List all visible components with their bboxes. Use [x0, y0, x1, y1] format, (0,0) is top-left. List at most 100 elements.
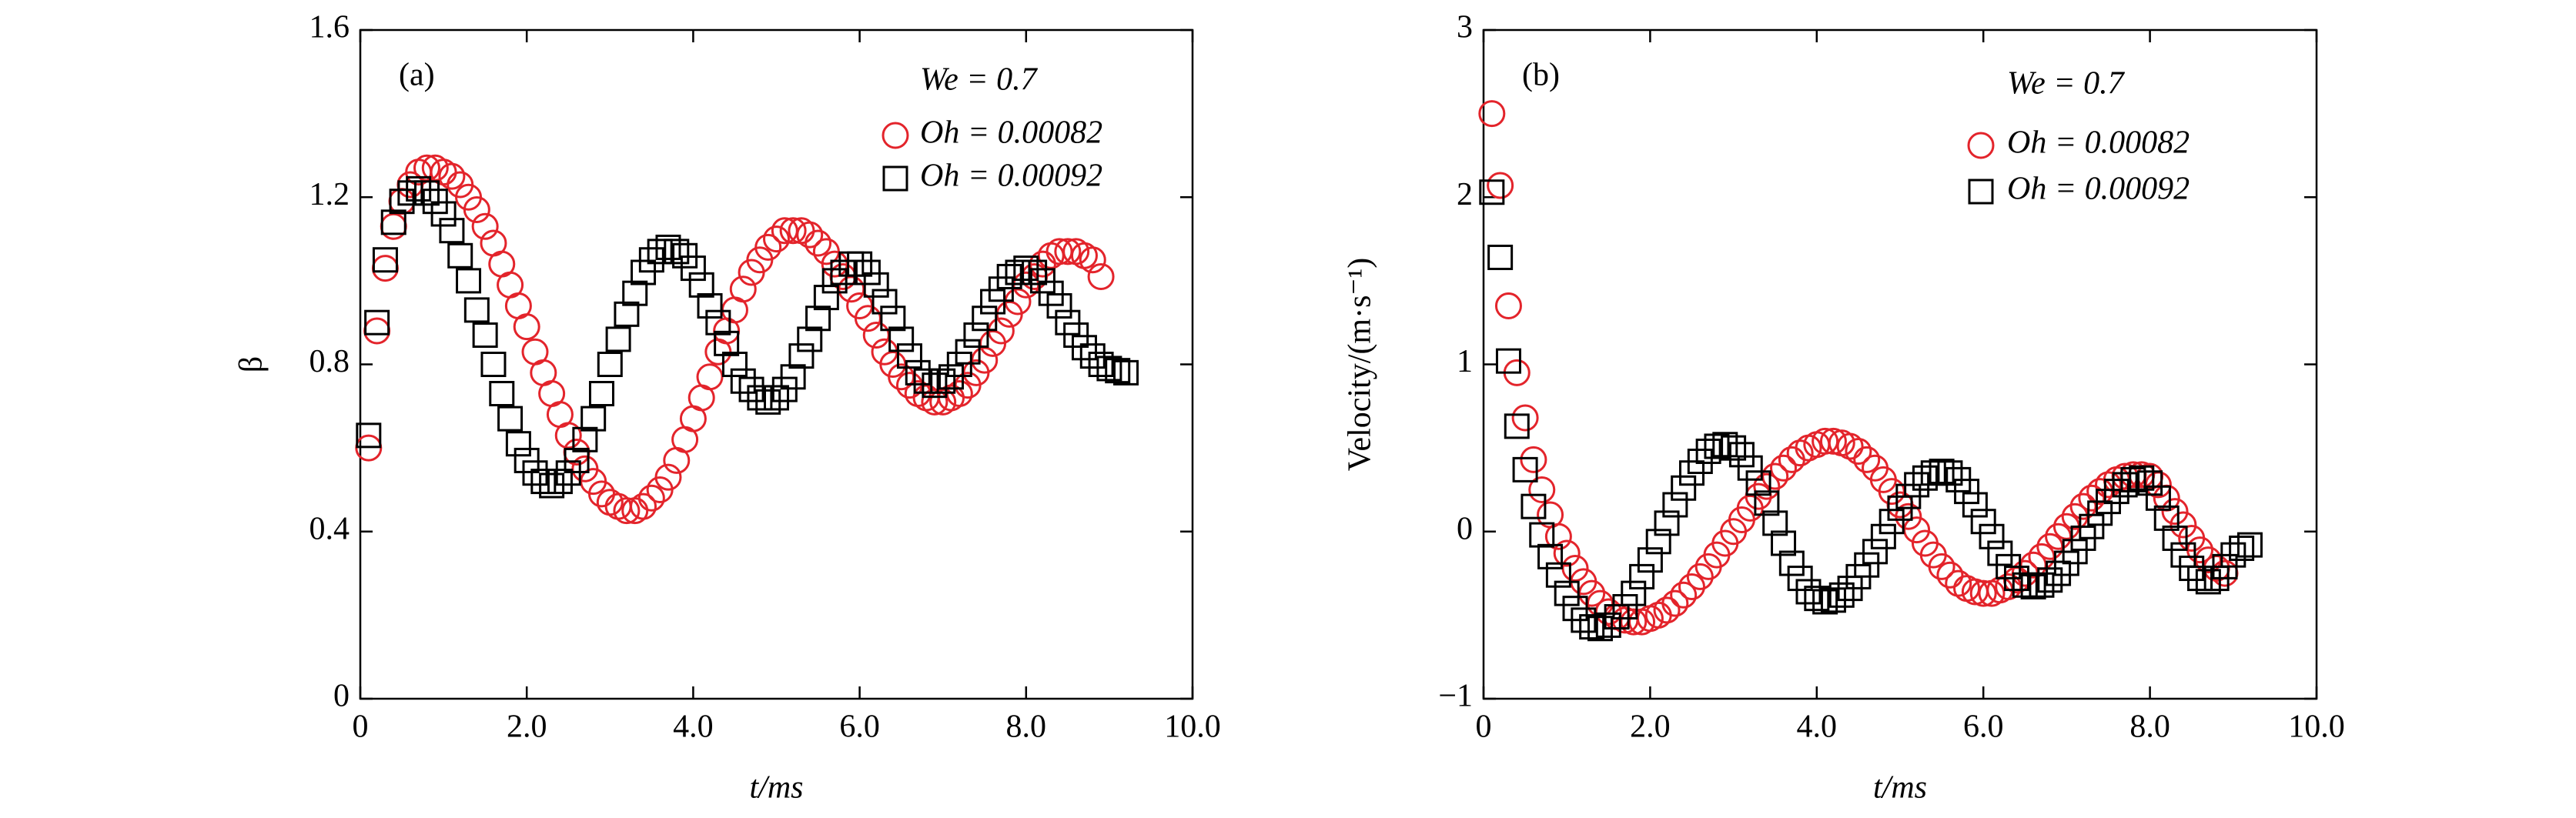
- point: [2236, 532, 2263, 558]
- point: [1962, 492, 1988, 518]
- point: [1762, 510, 1788, 536]
- point: [705, 309, 731, 336]
- point: [1754, 490, 1780, 516]
- data-points: [1478, 100, 2263, 642]
- point: [413, 180, 440, 206]
- point: [688, 272, 714, 298]
- point: [1920, 460, 1946, 486]
- point: [1969, 579, 1997, 607]
- point: [714, 330, 740, 356]
- point: [1787, 566, 1813, 592]
- legend-title: We = 0.7: [2007, 66, 2126, 102]
- point: [1812, 427, 1839, 455]
- point: [921, 388, 948, 416]
- point: [397, 180, 423, 206]
- x-tick-label: 0: [353, 709, 369, 745]
- point: [1022, 259, 1048, 285]
- point: [1687, 449, 1713, 475]
- point: [2170, 542, 2196, 568]
- point: [996, 263, 1022, 289]
- point: [1771, 530, 1797, 556]
- point: [797, 326, 823, 352]
- point: [1671, 475, 1697, 501]
- point: [2161, 498, 2189, 526]
- point: [489, 381, 515, 407]
- point: [747, 385, 773, 411]
- y-tick-label: 1.2: [309, 177, 350, 212]
- point: [2179, 556, 2205, 582]
- point: [1804, 586, 1830, 612]
- point: [1870, 523, 1896, 549]
- point: [547, 469, 573, 495]
- point: [1529, 522, 1555, 548]
- point: [913, 368, 939, 394]
- point: [2187, 566, 2213, 592]
- point: [664, 239, 690, 265]
- point: [1553, 539, 1581, 567]
- point: [871, 289, 898, 315]
- point: [2129, 465, 2155, 491]
- point: [1895, 502, 1922, 530]
- y-tick-label: 2: [1457, 177, 1473, 212]
- point: [380, 212, 407, 240]
- legend-marker: [1967, 132, 1995, 159]
- point: [1621, 580, 1647, 606]
- point: [696, 363, 724, 391]
- point: [1645, 529, 1671, 555]
- point: [1554, 580, 1580, 606]
- point: [2220, 542, 2246, 568]
- point: [605, 326, 631, 352]
- point: [1795, 579, 1822, 605]
- point: [439, 218, 465, 244]
- point: [463, 297, 490, 323]
- point: [754, 233, 782, 261]
- point: [1511, 404, 1539, 432]
- y-tick-label: 3: [1457, 10, 1473, 45]
- point: [371, 255, 399, 282]
- point: [380, 209, 406, 235]
- legend-marker: [882, 165, 908, 192]
- point: [363, 317, 391, 345]
- data-points: [355, 154, 1139, 525]
- point: [813, 285, 839, 311]
- point: [1670, 581, 1698, 609]
- point: [896, 343, 922, 369]
- point: [1928, 553, 1955, 580]
- point: [779, 217, 807, 245]
- point: [630, 492, 657, 520]
- point: [588, 381, 614, 407]
- point: [2003, 566, 2029, 592]
- point: [1737, 455, 1763, 481]
- point: [1571, 607, 1597, 633]
- point: [1853, 446, 1881, 473]
- point: [1512, 456, 1538, 482]
- x-tick-label: 8.0: [1006, 709, 1047, 745]
- point: [1520, 446, 1547, 473]
- point: [1612, 594, 1638, 620]
- point: [847, 251, 873, 277]
- point: [637, 484, 665, 512]
- point: [1778, 550, 1805, 576]
- point: [1105, 358, 1131, 384]
- point: [922, 372, 948, 399]
- point: [1945, 569, 1972, 597]
- point: [880, 305, 906, 332]
- point: [1537, 543, 1564, 569]
- point: [963, 322, 989, 348]
- point: [1653, 596, 1681, 624]
- point: [1579, 614, 1605, 640]
- point: [1637, 547, 1663, 573]
- point: [788, 343, 815, 369]
- point: [647, 239, 673, 265]
- y-axis-label: Velocity/(m·s⁻¹): [1343, 258, 1378, 471]
- point: [1096, 356, 1122, 382]
- x-tick-label: 0: [1476, 709, 1492, 745]
- point: [497, 406, 524, 432]
- point: [2170, 511, 2197, 539]
- point: [1878, 509, 1905, 535]
- y-tick-label: 0: [333, 679, 350, 714]
- point: [572, 426, 598, 452]
- point: [472, 322, 498, 348]
- point: [1662, 492, 1688, 518]
